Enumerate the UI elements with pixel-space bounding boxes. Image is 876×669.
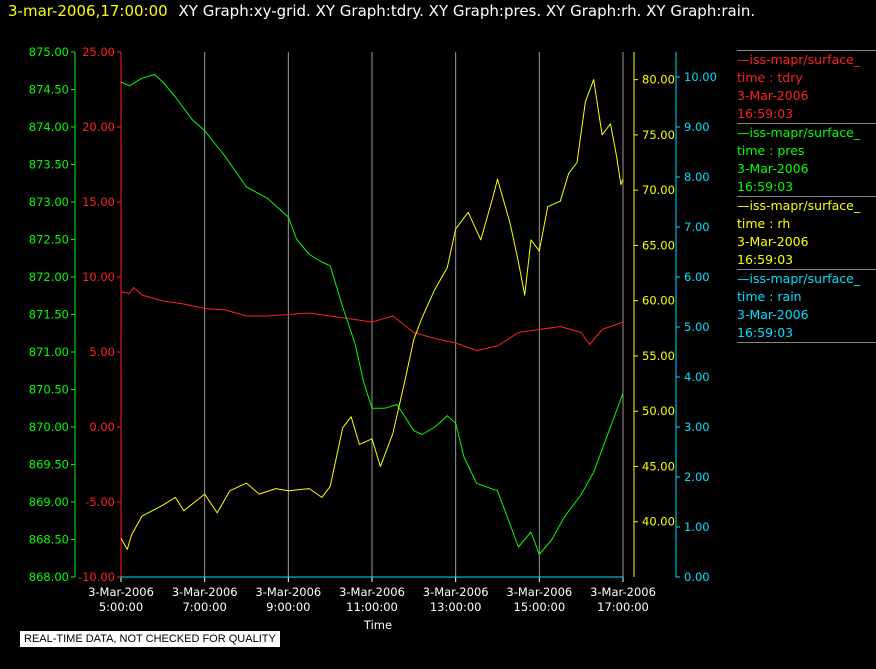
x-tick-label-date: 3-Mar-2006	[506, 585, 572, 599]
y-tick-label-tdry: 10.00	[82, 270, 115, 284]
header-titles: XY Graph:xy-grid. XY Graph:tdry. XY Grap…	[178, 2, 756, 20]
x-tick-label-time: 17:00:00	[597, 600, 649, 614]
y-tick-label-rain: 0.00	[684, 570, 710, 584]
legend-dash: —	[737, 271, 750, 286]
x-tick-label-time: 11:00:00	[346, 600, 398, 614]
y-tick-label-rain: 5.00	[684, 320, 710, 334]
x-axis-label: Time	[363, 618, 392, 632]
disclaimer-label: REAL-TIME DATA, NOT CHECKED FOR QUALITY	[20, 631, 280, 647]
x-tick-label-time: 5:00:00	[99, 600, 143, 614]
y-tick-label-pres: 871.00	[29, 345, 69, 359]
legend-var: time : rain	[737, 289, 802, 304]
y-tick-label-rain: 6.00	[684, 270, 710, 284]
y-tick-label-tdry: 15.00	[82, 195, 115, 209]
y-tick-label-pres: 875.00	[29, 45, 69, 59]
legend-var: time : rh	[737, 216, 791, 231]
y-tick-label-rh: 65.00	[642, 238, 675, 252]
x-tick-label-time: 13:00:00	[430, 600, 482, 614]
x-tick-label-date: 3-Mar-2006	[423, 585, 489, 599]
legend-time: 16:59:03	[737, 106, 794, 121]
y-tick-label-tdry: 5.00	[89, 345, 115, 359]
legend-name: —iss-mapr/surface_	[737, 52, 861, 67]
y-tick-label-rain: 2.00	[684, 470, 710, 484]
legend-date: 3-Mar-2006	[737, 161, 809, 176]
legend-date: 3-Mar-2006	[737, 307, 809, 322]
legend-entry-rh: —iss-mapr/surface_ time : rh 3-Mar-2006 …	[737, 196, 876, 269]
y-tick-label-pres: 869.00	[29, 495, 69, 509]
y-tick-label-rain: 9.00	[684, 120, 710, 134]
header-timestamp: 3-mar-2006,17:00:00	[8, 2, 168, 20]
x-tick-label-date: 3-Mar-2006	[88, 585, 154, 599]
legend-entry-rain: —iss-mapr/surface_ time : rain 3-Mar-200…	[737, 269, 876, 343]
series-line-rh	[120, 79, 624, 550]
legend-time: 16:59:03	[737, 252, 794, 267]
legend-entry-pres: —iss-mapr/surface_ time : pres 3-Mar-200…	[737, 123, 876, 196]
y-tick-label-tdry: 0.00	[89, 420, 115, 434]
x-tick-label-time: 15:00:00	[514, 600, 566, 614]
y-tick-label-rain: 10.00	[684, 70, 717, 84]
x-tick-label-date: 3-Mar-2006	[590, 585, 656, 599]
y-tick-label-rain: 3.00	[684, 420, 710, 434]
y-tick-label-rh: 70.00	[642, 183, 675, 197]
y-tick-label-rain: 4.00	[684, 370, 710, 384]
x-tick-label-date: 3-Mar-2006	[172, 585, 238, 599]
y-tick-label-pres: 873.00	[29, 195, 69, 209]
y-tick-label-rh: 50.00	[642, 404, 675, 418]
y-tick-label-pres: 870.00	[29, 420, 69, 434]
y-tick-label-pres: 872.00	[29, 270, 69, 284]
y-tick-label-pres: 868.00	[29, 570, 69, 584]
x-tick-label-date: 3-Mar-2006	[255, 585, 321, 599]
y-tick-label-rain: 7.00	[684, 220, 710, 234]
series-line-pres	[120, 74, 624, 555]
x-tick-label-time: 9:00:00	[266, 600, 310, 614]
y-tick-label-rh: 40.00	[642, 515, 675, 529]
y-tick-label-pres: 872.50	[29, 233, 69, 247]
legend-name: —iss-mapr/surface_	[737, 271, 861, 286]
x-tick-label-time: 7:00:00	[182, 600, 226, 614]
y-tick-label-rh: 55.00	[642, 349, 675, 363]
y-tick-label-pres: 874.00	[29, 120, 69, 134]
y-tick-label-pres: 873.50	[29, 158, 69, 172]
legend: —iss-mapr/surface_ time : tdry 3-Mar-200…	[737, 50, 876, 343]
legend-var: time : tdry	[737, 70, 803, 85]
y-tick-label-tdry: -10.00	[78, 570, 115, 584]
legend-time: 16:59:03	[737, 325, 794, 340]
legend-dash: —	[737, 125, 750, 140]
legend-entry-tdry: —iss-mapr/surface_ time : tdry 3-Mar-200…	[737, 50, 876, 123]
y-tick-label-tdry: 25.00	[82, 45, 115, 59]
y-tick-label-pres: 870.50	[29, 383, 69, 397]
legend-time: 16:59:03	[737, 179, 794, 194]
y-tick-label-pres: 871.50	[29, 308, 69, 322]
legend-name: —iss-mapr/surface_	[737, 198, 861, 213]
y-tick-label-rh: 75.00	[642, 128, 675, 142]
series-line-tdry	[120, 287, 624, 351]
legend-dash: —	[737, 52, 750, 67]
legend-var: time : pres	[737, 143, 805, 158]
legend-name: —iss-mapr/surface_	[737, 125, 861, 140]
legend-dash: —	[737, 198, 750, 213]
y-tick-label-tdry: 20.00	[82, 120, 115, 134]
y-tick-label-pres: 868.50	[29, 533, 69, 547]
y-tick-label-rh: 45.00	[642, 459, 675, 473]
y-tick-label-rain: 1.00	[684, 520, 710, 534]
y-tick-label-rh: 60.00	[642, 294, 675, 308]
y-tick-label-rain: 8.00	[684, 170, 710, 184]
y-tick-label-tdry: -5.00	[85, 495, 115, 509]
y-tick-label-pres: 869.50	[29, 458, 69, 472]
legend-date: 3-Mar-2006	[737, 234, 809, 249]
y-tick-label-pres: 874.50	[29, 83, 69, 97]
chart-header: 3-mar-2006,17:00:00 XY Graph:xy-grid. XY…	[8, 2, 755, 20]
x-tick-label-date: 3-Mar-2006	[339, 585, 405, 599]
legend-date: 3-Mar-2006	[737, 88, 809, 103]
y-tick-label-rh: 80.00	[642, 73, 675, 87]
